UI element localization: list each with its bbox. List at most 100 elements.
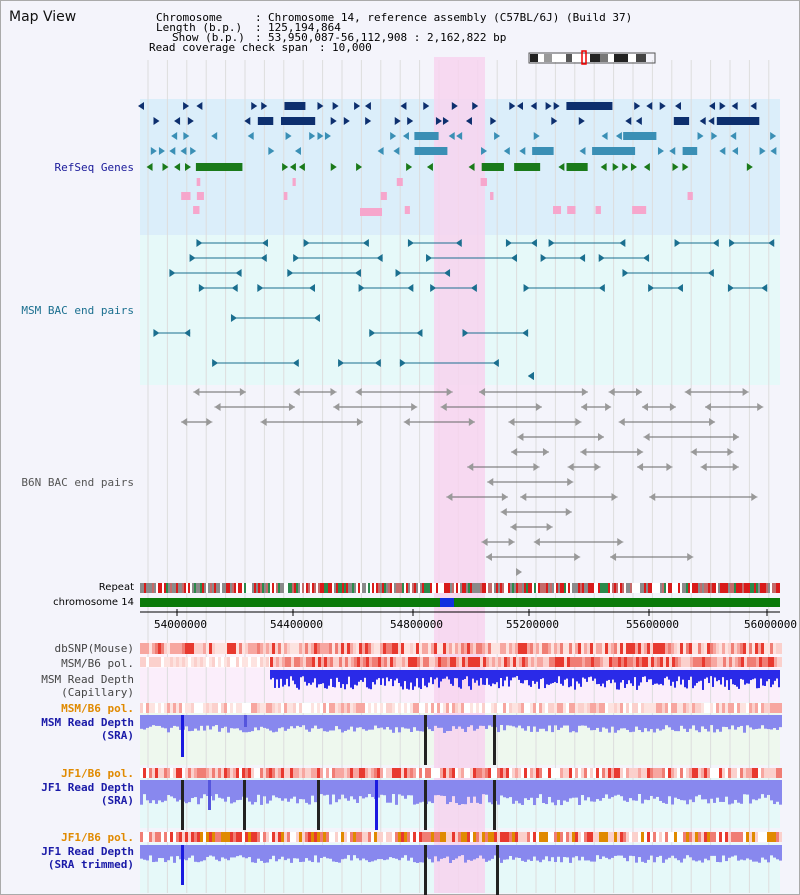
jf1-pol-cell: [386, 768, 389, 778]
capillary-depth-bar: [288, 670, 290, 687]
dbsnp-cell: [176, 643, 179, 654]
jf1-sra-depth-bar: [767, 780, 770, 795]
jf1-sra-depth-bar: [578, 780, 581, 806]
capillary-depth-bar: [534, 670, 536, 684]
dbsnp-cell: [488, 643, 491, 654]
msm-pol-cell: [441, 657, 444, 667]
dbsnp-label[interactable]: dbSNP(Mouse): [54, 642, 134, 655]
refseq-genes-label[interactable]: RefSeq Genes: [54, 161, 134, 174]
msm-b6-pol-sra-label[interactable]: MSM/B6 pol.: [61, 702, 134, 715]
repeat-segment: [648, 583, 650, 593]
jf1-pol-2-cell: [152, 832, 155, 842]
repeat-segment: [234, 583, 236, 593]
jf1-pol-cell: [686, 768, 689, 778]
depth-spike: [181, 845, 184, 885]
depth-spike: [317, 780, 320, 830]
msm-sra-depth-bar: [683, 715, 686, 729]
msm-read-depth-capillary-label[interactable]: MSM Read Depth: [41, 673, 134, 686]
msm-sra-pol-cell: [167, 703, 170, 713]
jf1-sra-depth-bar: [155, 780, 158, 804]
msm-sra-pol-cell: [569, 703, 572, 713]
jf1-trim-depth-bar: [371, 845, 374, 862]
msm-pol-cell: [492, 657, 495, 667]
jf1-sra-depth-bar: [305, 780, 308, 803]
msm-pol-cell: [342, 657, 345, 667]
jf1-trim-depth-bar: [563, 845, 566, 858]
jf1-trim-depth-bar: [491, 845, 494, 859]
msm-sra-pol-cell: [287, 703, 290, 713]
b6n-bac-end: [293, 388, 300, 396]
jf1-pol-cell: [221, 768, 224, 778]
jf1-pol-cell: [278, 768, 281, 778]
jf1-pol-cell: [434, 768, 437, 778]
dbsnp-cell: [218, 643, 221, 654]
jf1-trim-depth-bar: [149, 845, 152, 856]
msm-bac-end: [492, 359, 499, 367]
dbsnp-cell: [443, 643, 446, 654]
gene-block: [284, 102, 306, 110]
msm-pol-cell: [321, 657, 324, 667]
jf1-pol-cell: [326, 768, 329, 778]
capillary-depth-bar: [492, 670, 494, 684]
msm-sra-depth-bar: [497, 715, 500, 733]
msm-pol-cell: [432, 657, 435, 667]
repeat-segment: [154, 583, 156, 593]
capillary-depth-bar: [432, 670, 434, 685]
capillary-depth-bar: [468, 670, 470, 687]
jf1-pol-2-cell: [308, 832, 311, 842]
msm-sra-pol-cell: [395, 703, 398, 713]
repeat-segment: [598, 583, 600, 593]
capillary-depth-bar: [398, 670, 400, 684]
jf1-trim-depth-bar: [488, 845, 491, 861]
msm-pol-cell: [591, 657, 594, 667]
jf1-sra-depth-bar: [344, 780, 347, 799]
msm-sra-depth-bar: [581, 715, 584, 726]
jf1-trim-depth-bar: [476, 845, 479, 859]
capillary-depth-bar: [490, 670, 492, 687]
jf1-pol-2-cell: [521, 832, 524, 842]
jf1-pol-2-cell: [635, 832, 638, 842]
msm-sra-pol-cell: [446, 703, 449, 713]
jf1-sra-depth-bar: [386, 780, 389, 803]
jf1-b6-pol-2-label[interactable]: JF1/B6 pol.: [61, 831, 134, 844]
msm-sra-pol-cell: [617, 703, 620, 713]
msm-sra-depth-bar: [317, 715, 320, 729]
capillary-depth-bar: [602, 670, 604, 684]
msm-sra-pol-cell: [740, 703, 743, 713]
msm-sra-pol-cell: [206, 703, 209, 713]
msm-sra-depth-bar: [488, 715, 491, 726]
b6n-bac-label[interactable]: B6N BAC end pairs: [21, 476, 134, 489]
msm-pol-cell: [273, 657, 276, 667]
jf1-pol-2-cell: [179, 832, 182, 842]
dbsnp-cell: [332, 643, 335, 654]
dbsnp-cell: [278, 643, 281, 654]
jf1-pol-2-cell: [725, 832, 728, 842]
repeat-segment: [192, 583, 194, 593]
jf1-sra-depth-bar: [671, 780, 674, 805]
repeat-segment: [640, 583, 642, 593]
capillary-depth-bar: [352, 670, 354, 690]
msm-sra-pol-cell: [503, 703, 506, 713]
jf1-trim-depth-bar: [755, 845, 758, 862]
jf1-read-depth-trimmed-label[interactable]: JF1 Read Depth: [41, 845, 134, 858]
dbsnp-cell: [257, 643, 260, 654]
jf1-read-depth-sra-label[interactable]: JF1 Read Depth: [41, 781, 134, 794]
msm-bac-label[interactable]: MSM BAC end pairs: [21, 304, 134, 317]
jf1-pol-cell: [578, 768, 581, 778]
msm-read-depth-sra-label[interactable]: MSM Read Depth: [41, 716, 134, 729]
jf1-b6-pol-label[interactable]: JF1/B6 pol.: [61, 767, 134, 780]
capillary-depth-bar: [694, 670, 696, 686]
msm-sra-depth-bar: [443, 715, 446, 733]
jf1-sra-depth-bar: [215, 780, 218, 795]
msm-sra-depth-bar: [665, 715, 668, 726]
jf1-pol-cell: [167, 768, 170, 778]
capillary-depth-bar: [608, 670, 610, 680]
msm-pol-cell: [642, 657, 645, 667]
msm-pol-cell: [327, 657, 330, 667]
dbsnp-cell: [698, 643, 701, 654]
jf1-pol-cell: [662, 768, 665, 778]
gene-arrow: [657, 147, 664, 155]
msm-b6-pol-label[interactable]: MSM/B6 pol.: [61, 657, 134, 670]
repeat-segment: [662, 583, 664, 593]
